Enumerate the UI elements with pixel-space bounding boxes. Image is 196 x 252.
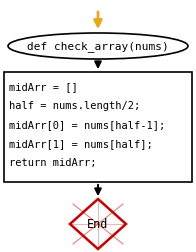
- Text: def check_array(nums): def check_array(nums): [27, 41, 169, 52]
- Text: return midArr;: return midArr;: [9, 158, 96, 167]
- FancyBboxPatch shape: [4, 73, 192, 182]
- Text: midArr[1] = nums[half];: midArr[1] = nums[half];: [9, 139, 153, 148]
- Text: midArr = []: midArr = []: [9, 82, 78, 92]
- Text: midArr[0] = nums[half-1];: midArr[0] = nums[half-1];: [9, 120, 165, 130]
- Polygon shape: [70, 199, 126, 249]
- Text: End: End: [87, 218, 109, 231]
- Text: half = nums.length/2;: half = nums.length/2;: [9, 101, 140, 111]
- Ellipse shape: [8, 34, 188, 60]
